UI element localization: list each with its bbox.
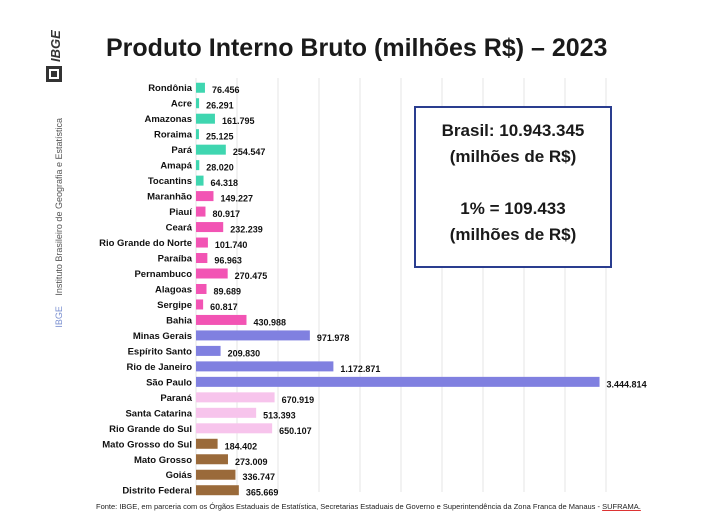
value-label: 161.795	[222, 116, 255, 126]
category-label: Santa Catarina	[125, 408, 192, 419]
category-label: Mato Grosso	[134, 455, 192, 466]
category-label: Bahia	[166, 315, 193, 326]
bar	[196, 485, 239, 496]
value-label: 3.444.814	[607, 379, 647, 389]
bar	[196, 160, 200, 171]
category-label: Paraíba	[158, 254, 193, 265]
bar	[196, 237, 208, 248]
value-label: 26.291	[206, 101, 234, 111]
category-label: Pará	[171, 145, 192, 156]
bar	[196, 175, 204, 186]
bar	[196, 314, 247, 325]
source-note: Fonte: IBGE, em parceria com os Órgãos E…	[96, 502, 641, 511]
value-label: 430.988	[253, 317, 286, 327]
bar	[196, 222, 224, 233]
category-label: Paraná	[160, 393, 192, 404]
category-label: Rio Grande do Norte	[99, 238, 192, 249]
category-label: Espírito Santo	[128, 346, 193, 357]
category-label: Roraima	[154, 130, 193, 141]
bar	[196, 144, 226, 155]
ibge-logo-icon: IBGE	[46, 30, 63, 82]
category-label: Piauí	[169, 207, 192, 218]
bar	[196, 253, 208, 264]
category-label: Acre	[171, 99, 192, 110]
category-label: Rio Grande do Sul	[109, 424, 192, 435]
category-label: Distrito Federal	[122, 486, 192, 497]
value-label: 76.456	[212, 85, 240, 95]
bar	[196, 423, 273, 434]
category-label: Amazonas	[144, 114, 192, 125]
value-label: 60.817	[210, 302, 238, 312]
category-label: Tocantins	[148, 176, 192, 187]
bar	[196, 469, 236, 480]
bar	[196, 82, 205, 93]
bar	[196, 345, 221, 356]
value-label: 209.830	[228, 348, 261, 358]
category-label: Rondônia	[148, 83, 193, 94]
logo-text: IBGE	[48, 30, 63, 62]
value-label: 336.747	[242, 472, 275, 482]
bar	[196, 361, 334, 372]
bar	[196, 392, 275, 403]
one-percent-unit: (milhões de R$)	[449, 225, 577, 244]
category-label: Rio de Janeiro	[127, 362, 193, 373]
brasil-total: Brasil: 10.943.345	[441, 121, 585, 140]
bar	[196, 206, 206, 217]
value-label: 670.919	[282, 395, 315, 405]
bar	[196, 299, 204, 310]
value-label: 96.963	[214, 256, 242, 266]
source-text: Fonte: IBGE, em parceria com os Órgãos E…	[96, 502, 603, 511]
value-label: 254.547	[233, 147, 266, 157]
value-label: 101.740	[215, 240, 248, 250]
value-label: 971.978	[317, 333, 350, 343]
value-label: 270.475	[235, 271, 268, 281]
bar	[196, 454, 228, 465]
bar	[196, 407, 257, 418]
bar	[196, 98, 200, 109]
value-label: 273.009	[235, 457, 268, 467]
bar	[196, 191, 214, 202]
category-label: Alagoas	[155, 284, 192, 295]
value-label: 1.172.871	[340, 364, 380, 374]
category-label: Goiás	[166, 470, 192, 481]
category-label: Minas Gerais	[133, 331, 192, 342]
category-label: Ceará	[166, 223, 193, 234]
bar	[196, 283, 207, 294]
brasil-unit: (milhões de R$)	[449, 147, 577, 166]
value-label: 28.020	[206, 163, 234, 173]
category-label: Mato Grosso do Sul	[102, 439, 192, 450]
value-label: 232.239	[230, 225, 263, 235]
chart-title: Produto Interno Bruto (milhões R$) – 202…	[106, 34, 608, 62]
value-label: 365.669	[246, 488, 279, 498]
value-label: 650.107	[279, 426, 312, 436]
brasil-total-box: Brasil: 10.943.345 (milhões de R$) 1% = …	[414, 106, 612, 268]
bar	[196, 376, 600, 387]
value-label: 89.689	[214, 286, 242, 296]
value-label: 184.402	[225, 441, 258, 451]
value-label: 80.917	[212, 209, 240, 219]
category-label: Amapá	[160, 161, 192, 172]
suframa-link[interactable]: SUFRAMA.	[602, 502, 641, 511]
bar	[196, 129, 199, 140]
category-label: Maranhão	[147, 192, 192, 203]
bar	[196, 330, 310, 341]
value-label: 64.318	[211, 178, 239, 188]
category-label: Pernambuco	[134, 269, 192, 280]
bar	[196, 268, 228, 279]
value-label: 149.227	[220, 194, 253, 204]
category-label: Sergipe	[157, 300, 192, 311]
bar	[196, 113, 215, 124]
bar	[196, 438, 218, 449]
one-percent-value: 1% = 109.433	[460, 199, 566, 218]
category-label: São Paulo	[146, 377, 192, 388]
value-label: 513.393	[263, 410, 296, 420]
value-label: 25.125	[206, 132, 234, 142]
